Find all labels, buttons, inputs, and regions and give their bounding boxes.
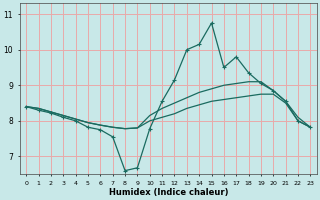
X-axis label: Humidex (Indice chaleur): Humidex (Indice chaleur) bbox=[108, 188, 228, 197]
